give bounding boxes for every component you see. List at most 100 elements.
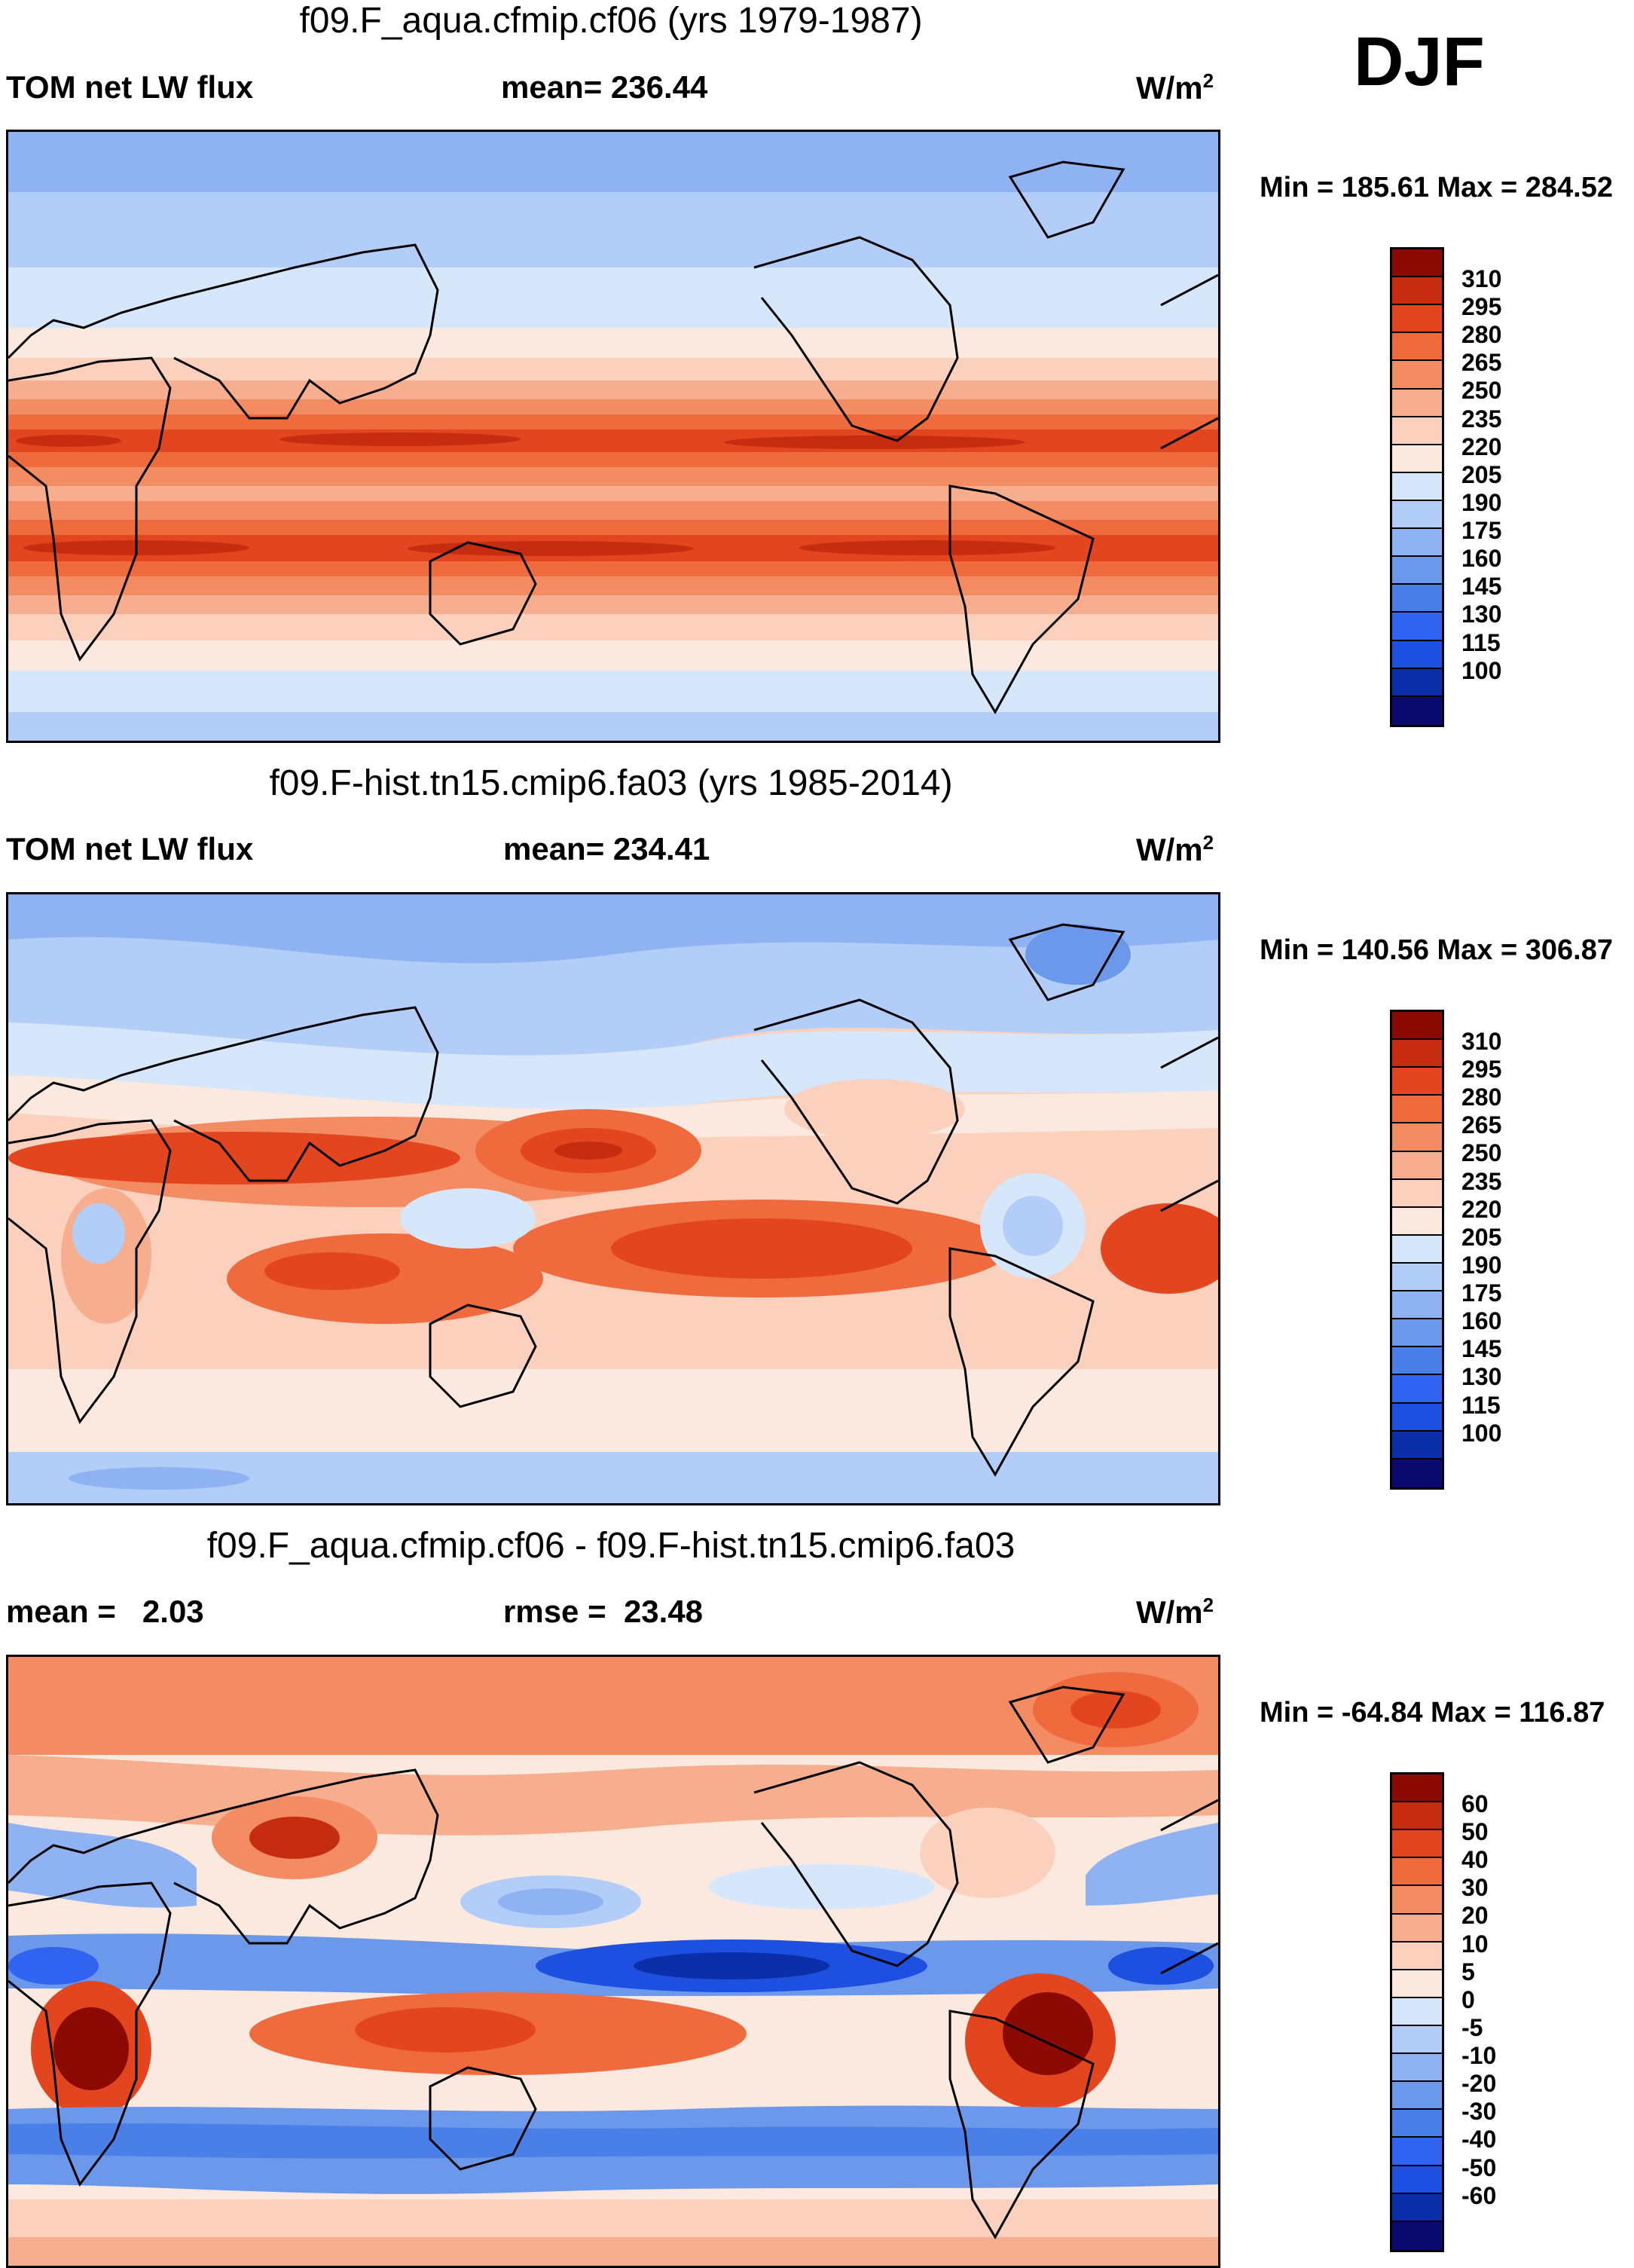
panel-2-units: W/m2	[1136, 831, 1214, 867]
colorbar-swatch	[1392, 1431, 1442, 1460]
colorbar-tick-label: 235	[1461, 405, 1502, 433]
colorbar-tick-label: 60	[1461, 1790, 1489, 1817]
map2-region	[554, 1142, 622, 1160]
colorbar-tick-label: 50	[1461, 1818, 1489, 1846]
map2-region	[8, 1452, 1218, 1503]
map1-band	[8, 712, 1218, 741]
colorbar-tick-label: 250	[1461, 1139, 1502, 1167]
panel-3-map	[6, 1655, 1220, 2268]
map2-coastlines	[8, 923, 1218, 1477]
colorbar-tick-label: -60	[1461, 2181, 1497, 2209]
colorbar-swatch	[1392, 1459, 1442, 1487]
colorbar-tick-label: 145	[1461, 573, 1502, 601]
panel-1-title: f09.F_aqua.cfmip.cf06 (yrs 1979-1987)	[299, 1, 923, 41]
map3-region	[8, 1823, 197, 1908]
map2-coast-samerica	[948, 1247, 1095, 1477]
colorbar-tick-label: 160	[1461, 1307, 1502, 1335]
map1-maximum	[799, 540, 1055, 555]
colorbar-swatch	[1392, 2221, 1442, 2250]
map3-coast-edge	[1160, 1799, 1218, 1975]
colorbar-tick-label: 130	[1461, 1363, 1502, 1391]
map1-band	[8, 328, 1218, 358]
colorbar-swatch	[1392, 1291, 1442, 1320]
panel-2-map-svg	[8, 894, 1218, 1503]
map2-region	[611, 1218, 912, 1279]
map3-region	[53, 2007, 129, 2090]
colorbar-swatch	[1392, 1319, 1442, 1348]
map1-band	[8, 267, 1218, 328]
panel-3-units: W/m2	[1136, 1594, 1214, 1630]
map3-coastlines	[8, 1686, 1218, 2239]
map2-region	[69, 1467, 249, 1490]
map2-coast-africa	[8, 1119, 172, 1424]
colorbar-tick-label: 235	[1461, 1167, 1502, 1195]
map1-band	[8, 561, 1218, 576]
map1-maximum	[408, 541, 694, 556]
colorbar-swatch	[1392, 277, 1442, 306]
map2-coast-greenland	[1008, 923, 1125, 1001]
map3-region	[1003, 1992, 1093, 2075]
colorbar-tick-label: -40	[1461, 2126, 1497, 2153]
colorbar-swatch	[1392, 2110, 1442, 2138]
map3-region	[8, 2237, 1218, 2266]
colorbar-tick-label: -50	[1461, 2153, 1497, 2181]
map2-region	[400, 1188, 536, 1249]
map3-region	[8, 1947, 99, 1985]
panel-2-title: f09.F-hist.tn15.cmip6.fa03 (yrs 1985-201…	[269, 763, 953, 803]
colorbar-swatch	[1392, 1942, 1442, 1970]
colorbar-swatch	[1392, 529, 1442, 558]
map2-coast-edge	[1160, 1036, 1218, 1212]
panel-3-map-svg	[8, 1657, 1218, 2266]
map2-region	[8, 1369, 1218, 1452]
colorbar-tick-label: 10	[1461, 1930, 1489, 1958]
map1-band	[8, 467, 1218, 486]
map1-band	[8, 576, 1218, 595]
colorbar-tick-label: 115	[1461, 628, 1501, 656]
colorbar-tick-label: 265	[1461, 349, 1502, 377]
map2-coast-australia	[429, 1304, 537, 1408]
colorbar-swatch	[1392, 1123, 1442, 1152]
panel-2-map	[6, 892, 1220, 1505]
colorbar-tick-label: 175	[1461, 517, 1502, 545]
panel-2-minmax: Min = 140.56 Max = 306.87	[1260, 934, 1613, 966]
map2-region	[264, 1252, 400, 1290]
colorbar-tick-label: 175	[1461, 1279, 1502, 1307]
panel-2-colorbar	[1390, 1010, 1444, 1490]
colorbar-swatch	[1392, 2082, 1442, 2111]
map1-maximum	[724, 436, 1025, 449]
colorbar-swatch	[1392, 668, 1442, 697]
colorbar-tick-label: 205	[1461, 1223, 1502, 1251]
map1-band	[8, 640, 1218, 671]
map1-band	[8, 381, 1218, 399]
map1-band	[8, 358, 1218, 381]
map3-coast-africa	[8, 1881, 172, 2187]
colorbar-tick-label: 280	[1461, 321, 1502, 349]
map3-coast-namerica	[753, 1761, 959, 1967]
colorbar-tick-label: -30	[1461, 2098, 1497, 2126]
map3-region	[1086, 1823, 1218, 1906]
map1-coast-eurasia	[8, 243, 439, 420]
colorbar-swatch	[1392, 1151, 1442, 1180]
colorbar-tick-label: 40	[1461, 1846, 1489, 1874]
colorbar-tick-label: 0	[1461, 1985, 1475, 2013]
map3-region	[634, 1952, 829, 1979]
colorbar-tick-label: 280	[1461, 1084, 1502, 1111]
colorbar-tick-label: 205	[1461, 460, 1502, 488]
map1-band	[8, 520, 1218, 535]
map3-coast-samerica	[948, 2010, 1095, 2239]
map1-coast-greenland	[1008, 160, 1125, 239]
colorbar-tick-label: 160	[1461, 545, 1502, 573]
map1-band	[8, 192, 1218, 267]
colorbar-tick-label: 100	[1461, 1419, 1502, 1447]
map2-coast-eurasia	[8, 1006, 439, 1182]
colorbar-swatch	[1392, 585, 1442, 613]
colorbar-swatch	[1392, 361, 1442, 390]
colorbar-tick-label: 295	[1461, 293, 1502, 321]
map1-band	[8, 614, 1218, 640]
colorbar-tick-label: 190	[1461, 1251, 1502, 1279]
map1-band	[8, 595, 1218, 614]
map1-band	[8, 501, 1218, 520]
colorbar-swatch	[1392, 1914, 1442, 1942]
colorbar-swatch	[1392, 1997, 1442, 2026]
colorbar-swatch	[1392, 333, 1442, 362]
